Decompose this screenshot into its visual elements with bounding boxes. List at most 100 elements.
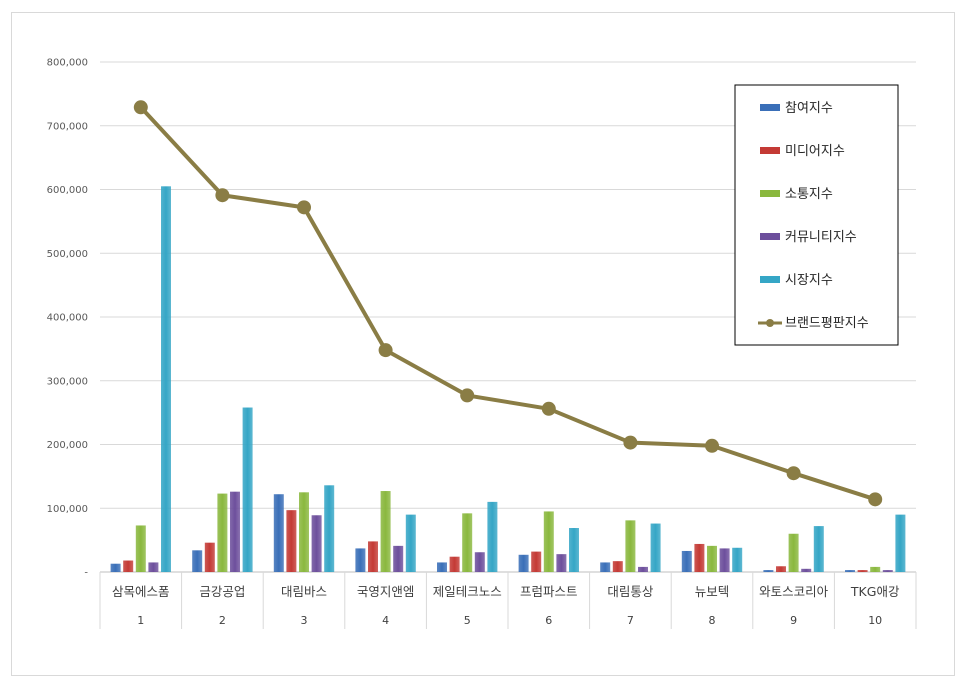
x-rank-label: 4	[382, 614, 389, 627]
legend-swatch	[760, 233, 780, 240]
x-category-label: 국영지앤엠	[357, 584, 415, 599]
y-tick-label: 500,000	[47, 249, 88, 260]
bar	[217, 493, 228, 572]
line-point	[133, 100, 148, 115]
x-rank-label: 9	[790, 614, 797, 627]
bar	[192, 550, 203, 572]
bar	[732, 547, 743, 572]
bar	[161, 186, 171, 572]
x-rank-label: 6	[545, 614, 552, 627]
legend-swatch	[760, 276, 780, 283]
bar	[857, 570, 868, 572]
x-category-label: 프럼파스트	[520, 584, 578, 599]
x-category-label: 대림바스	[281, 584, 327, 599]
bar	[813, 526, 824, 572]
bar	[324, 485, 335, 572]
legend-label: 커뮤니티지수	[785, 230, 857, 245]
bar	[286, 510, 297, 572]
x-category-label: 대림통상	[607, 584, 654, 599]
line-point	[868, 492, 883, 507]
line-point	[378, 343, 393, 358]
bar	[368, 541, 378, 572]
bar	[788, 533, 799, 572]
bar	[242, 407, 253, 572]
bar	[393, 545, 404, 572]
bar	[487, 501, 498, 572]
bar	[600, 562, 611, 572]
x-category-label: TKG애강	[850, 584, 900, 599]
bar	[719, 548, 730, 572]
bar	[123, 560, 134, 572]
bar	[531, 551, 542, 572]
line-point	[541, 401, 556, 416]
bar	[437, 562, 447, 572]
bar	[845, 570, 855, 572]
bar	[694, 543, 705, 572]
line-point	[460, 388, 475, 403]
bar	[543, 511, 554, 572]
bar	[870, 566, 881, 572]
line-point	[623, 435, 638, 450]
legend-label: 소통지수	[785, 187, 833, 202]
y-tick-label: 100,000	[47, 504, 88, 515]
line-series	[139, 105, 876, 502]
bar	[474, 552, 485, 572]
y-tick-label: 800,000	[47, 58, 88, 69]
x-category-label: 뉴보텍	[695, 584, 730, 599]
x-category-label: 금강공업	[199, 584, 245, 599]
x-rank-label: 7	[627, 614, 634, 627]
bar	[556, 554, 567, 572]
bar	[882, 570, 893, 572]
x-rank-label: 10	[868, 614, 882, 627]
bar	[405, 514, 416, 572]
bar	[355, 548, 366, 572]
bar	[462, 513, 473, 572]
bar	[612, 561, 623, 572]
x-rank-label: 1	[137, 614, 144, 627]
bar	[763, 570, 774, 572]
bar	[135, 525, 146, 572]
x-rank-label: 5	[464, 614, 471, 627]
x-category-label: 삼목에스폼	[112, 584, 170, 599]
bar	[518, 554, 529, 572]
legend-label: 미디어지수	[785, 144, 845, 159]
line-point	[297, 200, 311, 215]
bar	[449, 556, 460, 572]
bar	[681, 550, 692, 572]
bar	[638, 566, 648, 572]
bar	[569, 528, 579, 572]
y-tick-label: 600,000	[47, 185, 88, 196]
legend-box	[734, 84, 899, 346]
legend-swatch	[760, 104, 780, 111]
bar	[650, 523, 661, 572]
line-point	[215, 188, 230, 203]
line-point	[786, 466, 801, 481]
line-point	[705, 438, 719, 453]
bar	[230, 491, 240, 572]
bar	[776, 566, 786, 572]
legend-swatch	[760, 147, 780, 154]
bar	[148, 562, 159, 572]
legend-swatch-marker	[766, 319, 774, 327]
x-rank-label: 2	[219, 614, 226, 627]
y-tick-label: -	[84, 568, 88, 579]
legend-label: 브랜드평판지수	[785, 316, 869, 331]
bar	[110, 563, 121, 572]
bar	[273, 494, 284, 572]
bar	[625, 520, 636, 572]
legend-label: 시장지수	[785, 273, 833, 288]
bar	[204, 542, 215, 572]
x-rank-label: 8	[709, 614, 716, 627]
bar	[801, 568, 812, 572]
bar	[380, 491, 391, 572]
y-tick-label: 200,000	[47, 440, 88, 451]
x-rank-label: 3	[301, 614, 308, 627]
x-category-label: 와토스코리아	[759, 584, 829, 599]
legend-label: 참여지수	[785, 101, 833, 116]
y-tick-label: 300,000	[47, 376, 88, 387]
x-category-label: 제일테크노스	[433, 584, 502, 599]
bar	[299, 492, 309, 572]
legend-swatch	[760, 190, 780, 197]
